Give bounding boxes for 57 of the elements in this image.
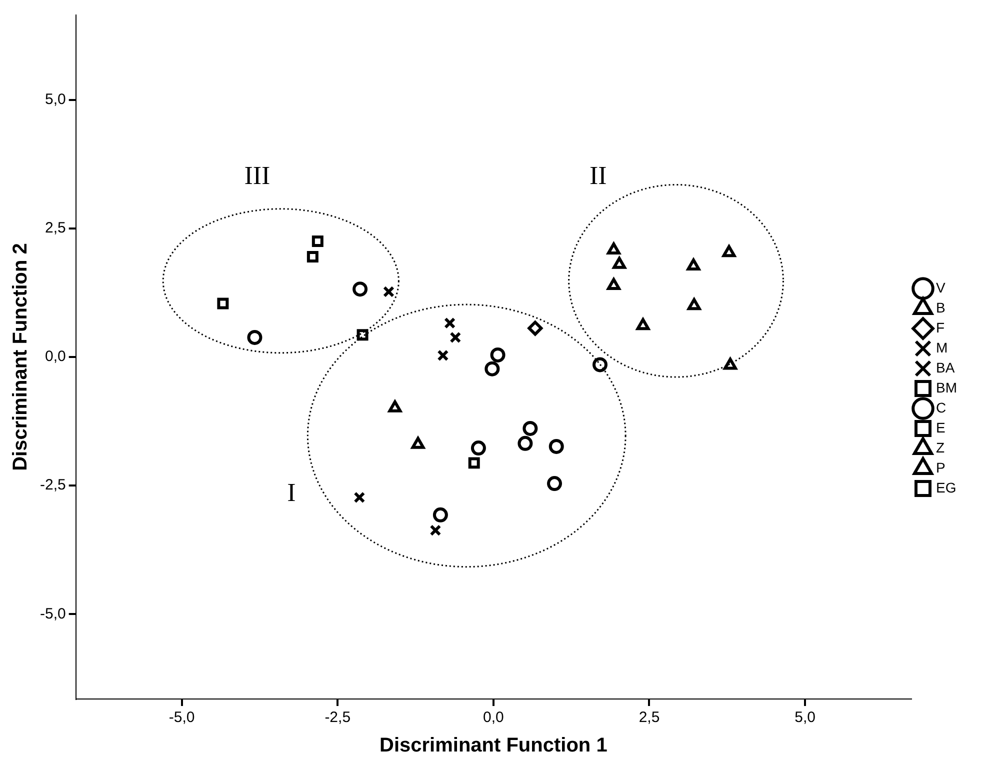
x-tick-label: 2,5: [638, 709, 660, 726]
point: [388, 400, 402, 412]
y-tick-label: 5,0: [44, 91, 66, 108]
legend-label: M: [936, 339, 948, 356]
legend-label: EG: [936, 479, 956, 496]
point: [636, 318, 650, 330]
legend-label: B: [936, 299, 946, 316]
legend-label: F: [936, 319, 945, 336]
point: [607, 242, 620, 255]
point: [528, 320, 543, 336]
y-axis-title: Discriminant Function 2: [10, 243, 32, 471]
point: [522, 420, 538, 436]
legend-label: V: [936, 279, 946, 296]
point: [687, 298, 701, 310]
annotation: III: [244, 160, 270, 190]
point: [312, 236, 324, 248]
point: [470, 440, 486, 456]
point: [217, 298, 229, 310]
point: [306, 250, 318, 262]
point: [354, 492, 366, 504]
point: [724, 358, 737, 370]
point: [430, 524, 442, 536]
point: [468, 457, 480, 469]
point: [518, 436, 533, 451]
annotation: II: [589, 160, 607, 190]
point: [592, 357, 608, 372]
annotation: I: [287, 478, 296, 508]
point: [450, 332, 462, 344]
point: [432, 507, 448, 522]
y-tick-label: 0,0: [44, 348, 66, 366]
x-tick-label: -5,0: [168, 709, 195, 726]
point: [612, 256, 626, 269]
x-axis-title: Discriminant Function 1: [380, 734, 608, 757]
point: [352, 282, 368, 297]
y-tick-label: -2,5: [40, 476, 66, 494]
legend-label: Z: [936, 439, 945, 456]
point: [722, 245, 736, 258]
legend-label: C: [936, 399, 946, 416]
x-tick-label: 0,0: [482, 709, 504, 726]
point: [247, 330, 262, 345]
point: [490, 347, 506, 362]
point: [382, 286, 394, 298]
x-tick-label: 5,0: [794, 709, 816, 726]
point: [548, 438, 564, 454]
point: [607, 278, 620, 290]
legend-label: BM: [936, 379, 957, 396]
point: [547, 476, 562, 492]
point: [686, 258, 700, 270]
x-tick-label: -2,5: [324, 709, 351, 726]
y-tick-label: 2,5: [44, 220, 66, 237]
y-tick-label: -5,0: [40, 605, 66, 622]
point: [484, 361, 500, 376]
legend-label: BA: [936, 359, 956, 376]
point: [444, 317, 456, 329]
legend-label: E: [936, 419, 946, 436]
point: [437, 350, 449, 362]
legend-label: P: [936, 459, 946, 476]
